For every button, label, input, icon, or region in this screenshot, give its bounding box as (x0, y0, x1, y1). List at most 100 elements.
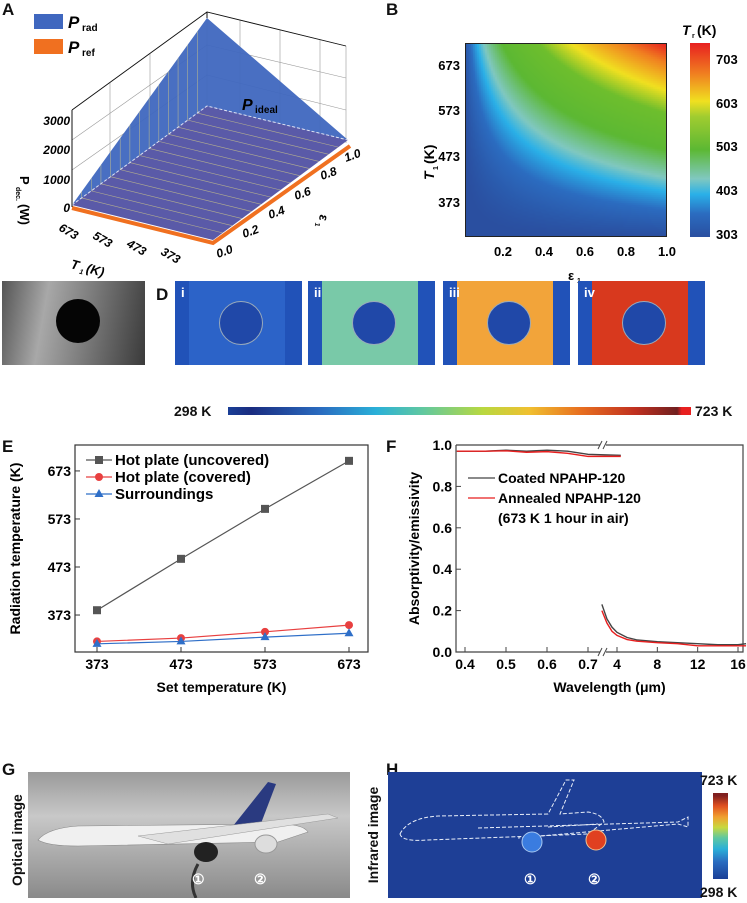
series-ir-0 (601, 604, 747, 646)
series-line-0 (96, 460, 350, 611)
legend-label: Hot plate (uncovered) (115, 452, 269, 469)
x-tick-label: 673 (337, 656, 361, 672)
mesh-line (129, 162, 271, 198)
ir-colorbar-min: 298 K (700, 884, 738, 900)
panel-e-line-chart: 373 473 573 673 373 473 573 673 Set temperature … (7, 444, 369, 695)
mesh-line (168, 133, 310, 169)
axis-break-mark (597, 440, 603, 450)
x-tick-label: 0.6 (537, 656, 557, 672)
data-point-triangle (94, 489, 104, 497)
x-axis-symbol: ε (568, 268, 574, 283)
panel-label-b: B (386, 0, 399, 19)
image-label: ii (314, 285, 322, 300)
mesh-line (81, 197, 223, 234)
x-tick: 1.0 (658, 244, 676, 259)
thermal-image: iv (578, 281, 705, 365)
thermal-image: iii (443, 281, 570, 365)
colorbar-max-label: 723 K (695, 403, 733, 419)
series-vis-1 (456, 450, 621, 458)
panel-b-axes: 373 473 573 673 0.2 0.4 0.6 0.8 1.0 ε 1 … (421, 22, 738, 285)
t-axis-sub: 1 (78, 269, 84, 277)
image-label: iii (449, 285, 460, 300)
mesh-line (178, 126, 320, 162)
x-tick-label: 16 (730, 656, 746, 672)
legend-pref-swatch (34, 39, 63, 54)
panel-label-g: G (2, 760, 16, 779)
y-tick-label: 0.2 (433, 603, 453, 619)
pideal-label-sub: ideal (255, 105, 278, 116)
x-tick: 0.2 (494, 244, 512, 259)
y-tick-label: 0.8 (433, 478, 453, 494)
data-point-triangle (344, 628, 354, 637)
ir-colorbar (713, 793, 728, 879)
colorbar-title-unit: (K) (697, 22, 716, 38)
y-tick: 373 (438, 195, 460, 210)
z-tick: 2000 (42, 143, 70, 157)
optical-photo: ① ② (28, 772, 350, 898)
heatmap-frame (465, 43, 667, 237)
colorbar-title-symbol: T (682, 22, 692, 38)
x-tick: 0.8 (617, 244, 635, 259)
z-tick: 3000 (43, 114, 70, 128)
plot-frame (74, 444, 369, 653)
x-tick-label: 12 (690, 656, 706, 672)
legend-label: Coated NPAHP-120 (498, 470, 626, 486)
data-point-square (261, 504, 269, 513)
x-tick-label: 373 (85, 656, 109, 672)
panel-f-spectrum-chart: 0.0 0.2 0.4 0.6 0.8 1.0 0.4 0.5 0.6 0.7 4 8 12 16 Wave… (406, 437, 747, 695)
y-tick-label: 1.0 (433, 437, 453, 453)
colorbar-title-sub: r (692, 33, 695, 40)
pideal-boundary (71, 105, 349, 206)
x-tick-label: 4 (613, 656, 621, 672)
mesh-line (149, 148, 291, 184)
optical-image-label: Optical image (9, 794, 25, 886)
colorbar-d (228, 407, 691, 415)
image-label: iv (584, 285, 595, 300)
image-label: i (181, 285, 185, 300)
sample-disc (487, 301, 531, 345)
airplane-model: ① ② (37, 782, 339, 898)
y-tick-label: 0.6 (433, 520, 453, 536)
axis-right (606, 444, 744, 653)
series-line-2 (96, 632, 350, 645)
data-point-triangle (92, 638, 102, 647)
series-ir-1 (601, 610, 747, 647)
pideal-label-symbol: P (242, 97, 253, 114)
legend-prad-sub: rad (82, 23, 98, 34)
axis-break-mark (597, 647, 603, 657)
legend-prad-symbol: P (68, 13, 80, 32)
mesh-line (100, 183, 243, 219)
x-tick: 0.6 (576, 244, 594, 259)
x-axis-label: Wavelength (μm) (553, 679, 665, 695)
data-point-triangle (176, 636, 186, 645)
engine-marker-1: ① (524, 871, 537, 887)
z-axis-sub: dec. (14, 187, 21, 201)
y-axis-label: Radiation temperature (K) (7, 463, 23, 635)
engine-marker-2: ② (588, 871, 601, 887)
t-tick: 573 (91, 228, 116, 250)
heatmap (465, 43, 667, 237)
series-line-1 (96, 624, 350, 643)
data-point-square (95, 456, 103, 464)
y-tick: 573 (438, 103, 460, 118)
legend-prad-swatch (34, 14, 63, 29)
mesh-line (197, 112, 339, 148)
x-tick-label: 0.4 (455, 656, 475, 672)
x-tick: 0.4 (535, 244, 554, 259)
x-axis-label: Set temperature (K) (157, 679, 287, 695)
eps-axis-symbol: ε (316, 213, 332, 222)
data-point-square (93, 606, 101, 615)
x-tick-label: 0.7 (578, 656, 598, 672)
mesh-line (139, 155, 281, 191)
data-point-circle (261, 627, 269, 636)
engine-marker-1: ① (192, 871, 205, 887)
colorbar-tick: 603 (716, 96, 738, 111)
x-tick-label: 473 (169, 656, 193, 672)
y-axis-label: Absorptivity/emissivity (406, 472, 422, 625)
eps-tick: 1.0 (342, 146, 363, 165)
colorbar-tick: 703 (716, 52, 738, 67)
y-tick-label: 0.0 (433, 644, 453, 660)
mesh-line (110, 176, 252, 212)
y-axis-sub: 1 (433, 166, 440, 170)
